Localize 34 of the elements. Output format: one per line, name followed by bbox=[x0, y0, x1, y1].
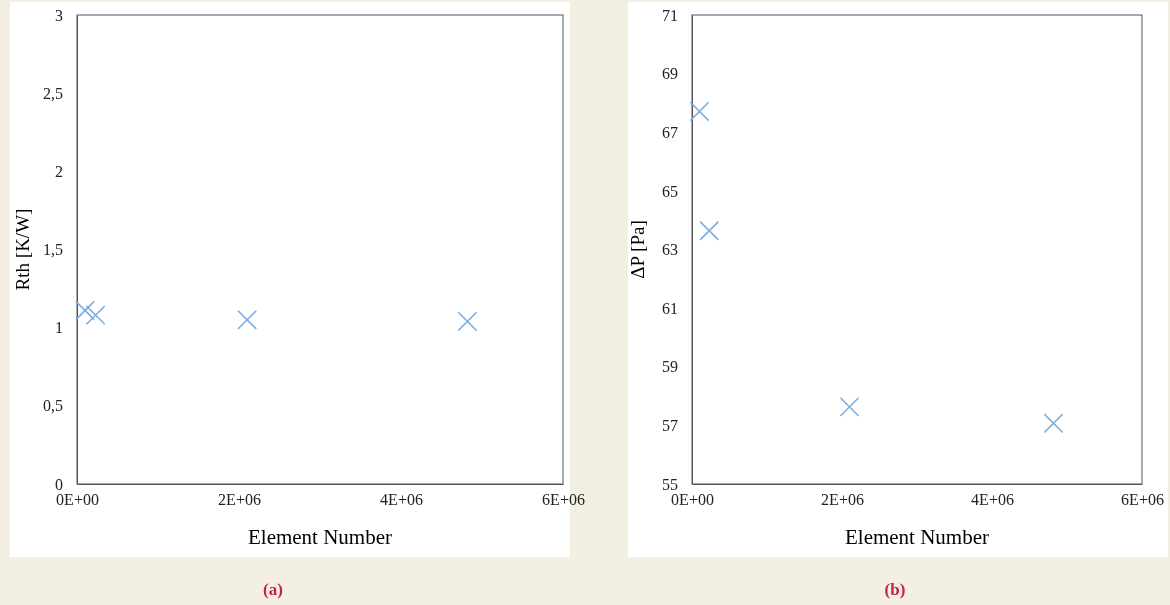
text: (a) bbox=[263, 580, 283, 599]
x-tick-label: 0E+00 bbox=[56, 491, 99, 509]
x-tick-label: 0E+00 bbox=[671, 491, 714, 509]
y-tick-label: 57 bbox=[662, 416, 678, 434]
x-tick-label: 6E+06 bbox=[542, 491, 585, 509]
y-tick-label: 67 bbox=[662, 123, 678, 141]
x-tick-label: 4E+06 bbox=[971, 491, 1014, 509]
y-tick-label: 1,5 bbox=[43, 241, 63, 259]
y-tick-label: 69 bbox=[662, 65, 678, 83]
x-tick-label: 2E+06 bbox=[218, 491, 261, 509]
y-tick-label: 63 bbox=[662, 241, 678, 259]
x-tick-label: 4E+06 bbox=[380, 491, 423, 509]
y-tick-label: 2 bbox=[55, 162, 63, 180]
point bbox=[689, 101, 710, 122]
x-axis-title: Element Number bbox=[247, 525, 393, 549]
x-tick-label: 2E+06 bbox=[821, 491, 864, 509]
y-tick-label: 61 bbox=[662, 299, 678, 317]
point bbox=[839, 396, 860, 417]
y-tick-label: 0,5 bbox=[43, 397, 63, 415]
y-tick-label: 0 bbox=[55, 475, 63, 493]
y-tick-label: 71 bbox=[662, 6, 678, 24]
y-tick-label: 2,5 bbox=[43, 84, 63, 102]
point bbox=[1043, 413, 1064, 434]
text: (b) bbox=[884, 580, 906, 599]
y-tick-label: 3 bbox=[55, 6, 63, 24]
point bbox=[699, 220, 720, 241]
y-tick-label: 1 bbox=[55, 319, 63, 337]
y-axis-title: ΔP [Pa] bbox=[627, 220, 648, 279]
y-tick-label: 65 bbox=[662, 182, 678, 200]
x-axis-title: Element Number bbox=[844, 525, 990, 549]
x-tick-label: 6E+06 bbox=[1121, 491, 1164, 509]
y-tick-label: 55 bbox=[662, 475, 678, 493]
y-axis-title: Rth [K/W] bbox=[12, 208, 33, 291]
y-tick-label: 59 bbox=[662, 358, 678, 376]
